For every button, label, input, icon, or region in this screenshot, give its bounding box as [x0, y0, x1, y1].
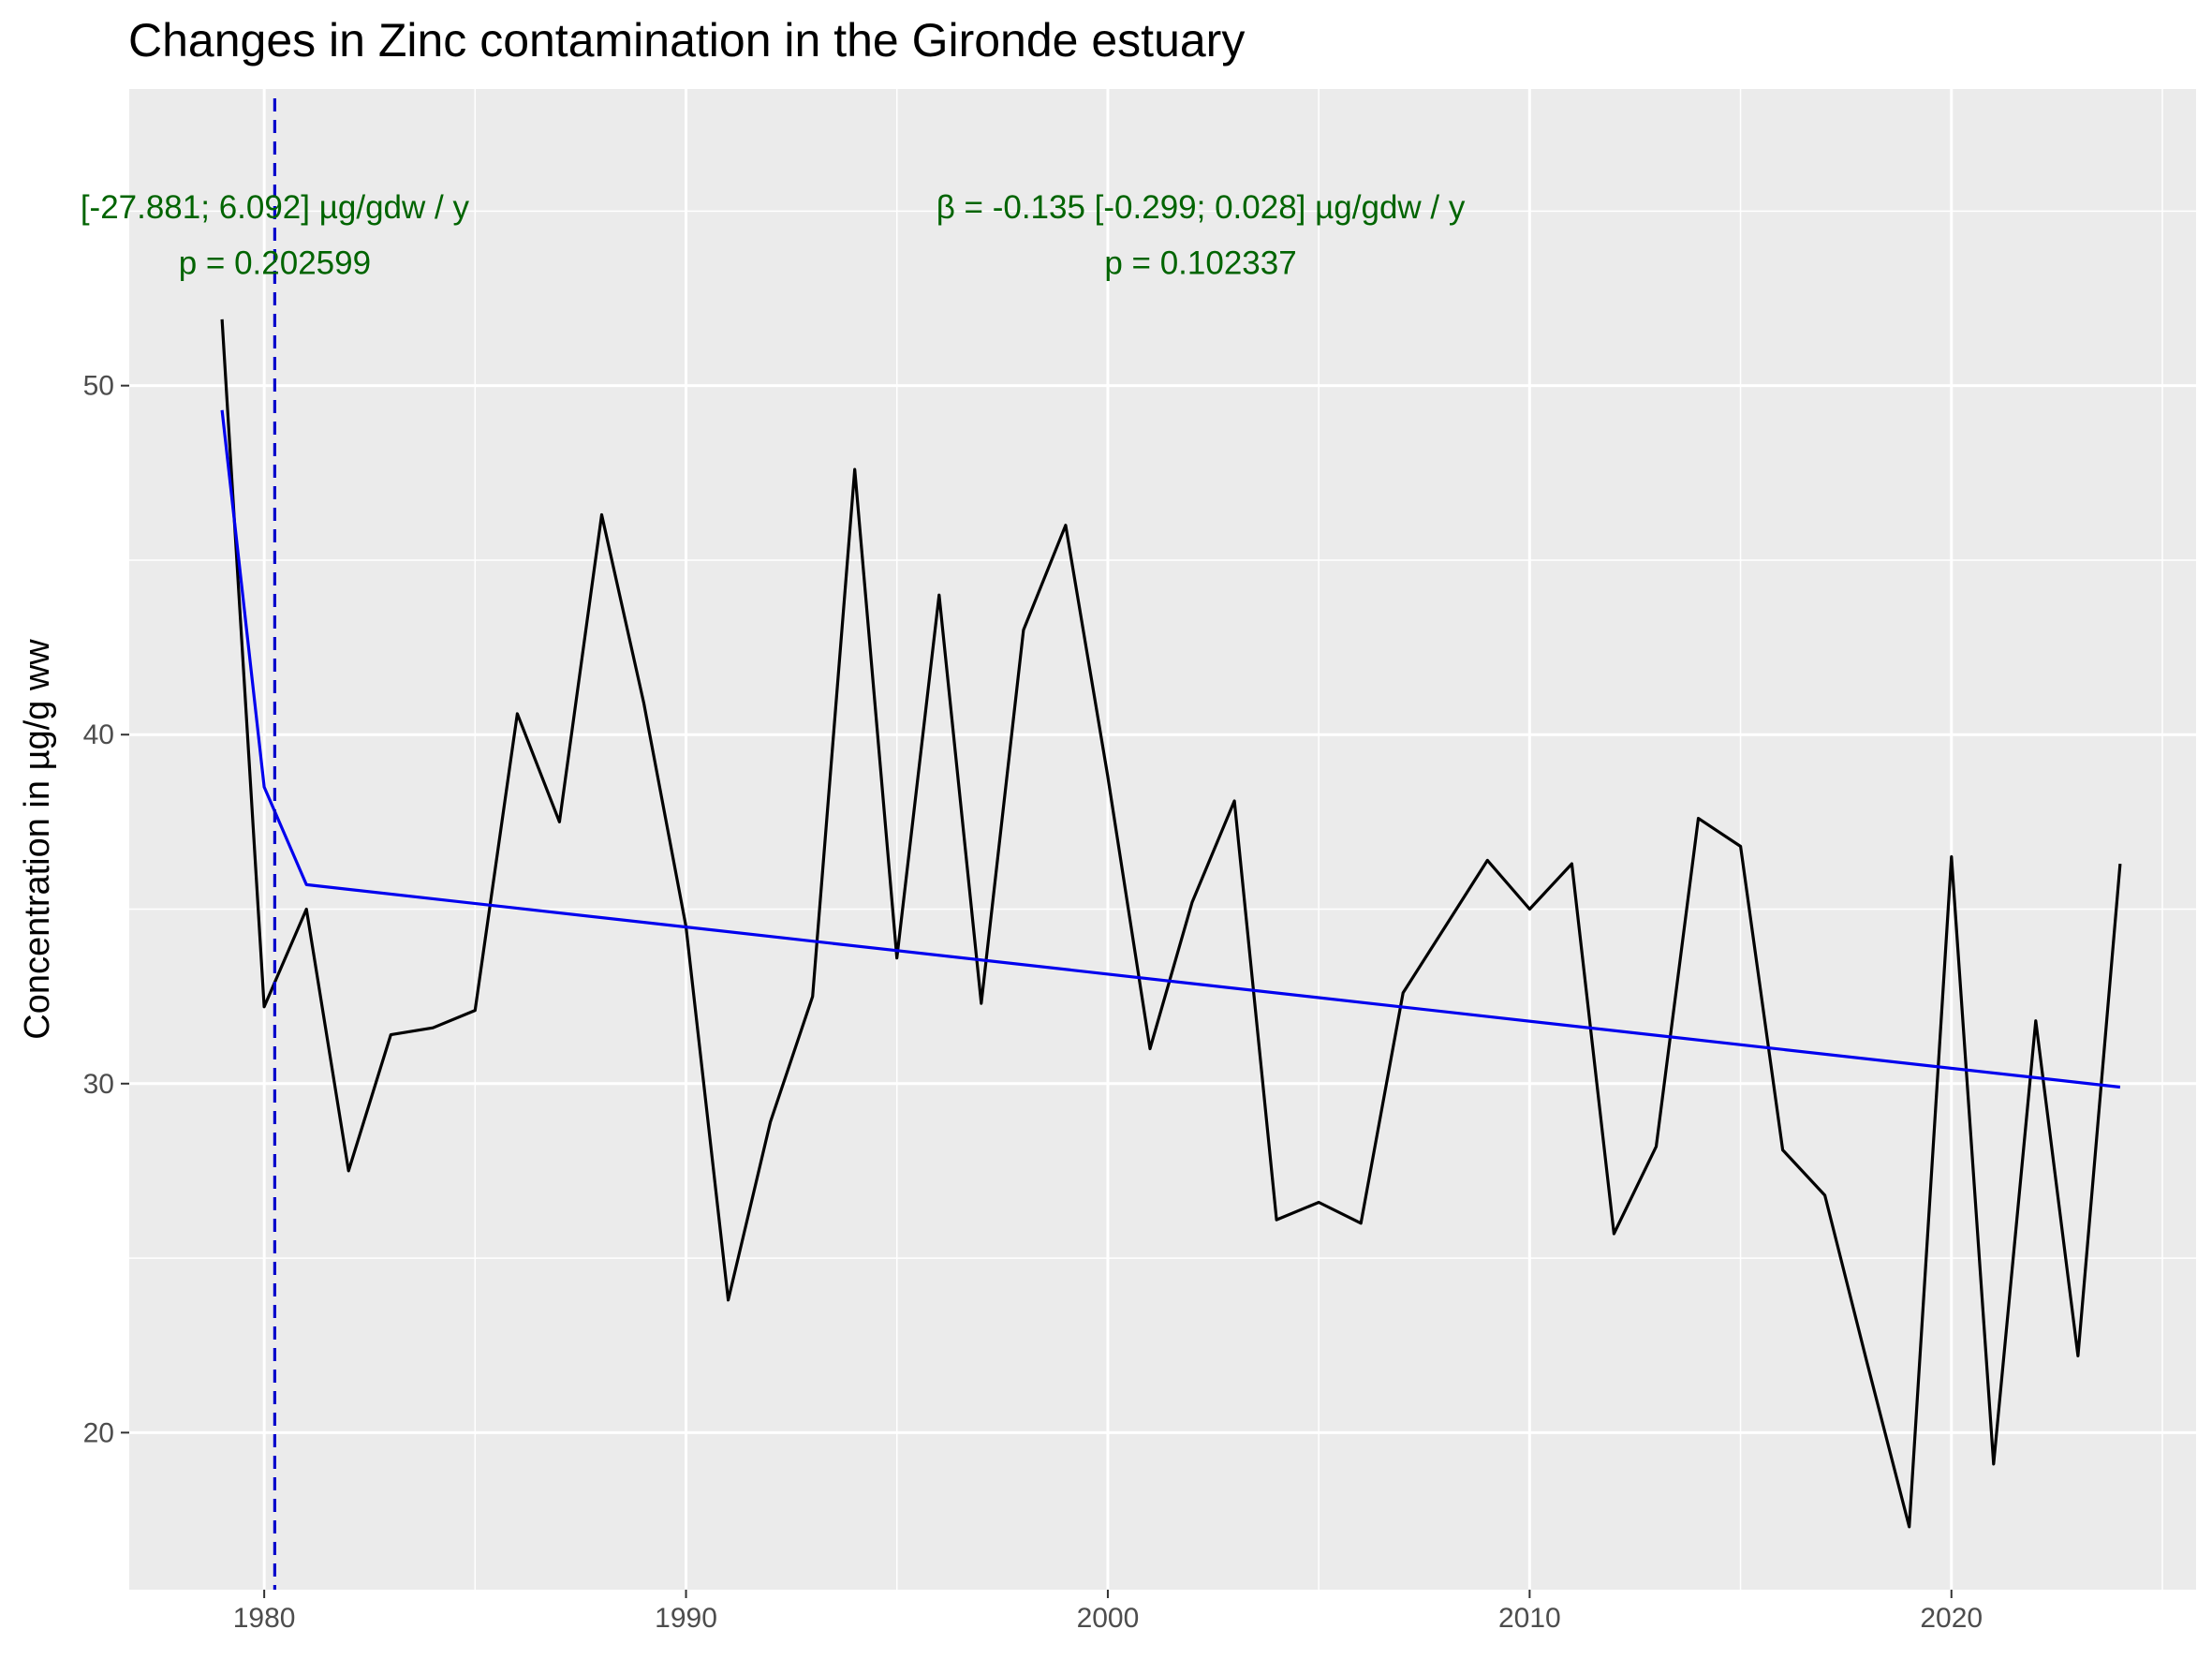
series-line-trend: [220, 409, 2121, 1089]
x-tick-label: 2000: [1077, 1603, 1140, 1634]
y-axis-title: Concentration in µg/g ww: [18, 639, 57, 1040]
series-layer: [220, 318, 2122, 1529]
y-tick-label: 40: [83, 719, 114, 750]
annotation-1-pvalue: p = 0.202599: [179, 244, 371, 281]
x-tick-label: 2020: [1920, 1603, 1983, 1634]
grid-lines: [129, 89, 2196, 1590]
x-tick-label: 1990: [655, 1603, 717, 1634]
annotation-layer: [-27.881; 6.092] µg/gdw / y p = 0.202599 β…: [81, 189, 1466, 282]
x-tick-label: 2010: [1498, 1603, 1561, 1634]
chart-title: Changes in Zinc contamination in the Gir…: [128, 14, 1246, 67]
y-tick-label: 20: [83, 1417, 114, 1448]
annotation-1-slope: [-27.881; 6.092] µg/gdw / y: [81, 189, 470, 226]
x-tick-label: 1980: [233, 1603, 296, 1634]
y-tick-label: 30: [83, 1069, 114, 1100]
annotation-2-pvalue: p = 0.102337: [1104, 244, 1296, 281]
annotation-2-slope: β = -0.135 [-0.299; 0.028] µg/gdw / y: [936, 189, 1466, 226]
series-line-observed: [220, 318, 2122, 1529]
plot-panel: [129, 89, 2196, 1590]
y-tick-label: 50: [83, 371, 114, 402]
